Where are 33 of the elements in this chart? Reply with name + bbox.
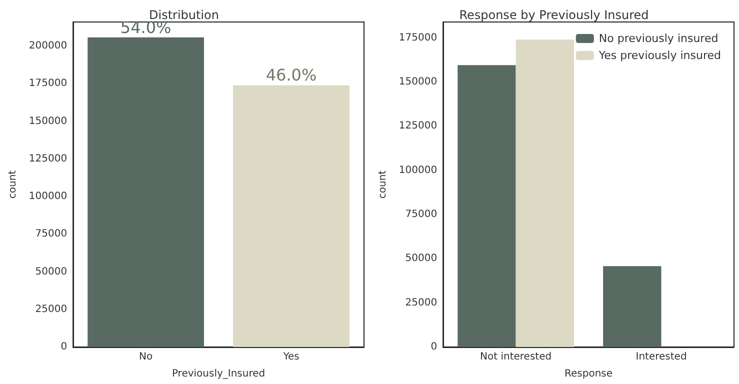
bar — [603, 266, 662, 347]
y-tick-label: 150000 — [28, 116, 68, 127]
y-tick-label: 175000 — [28, 78, 68, 90]
y-tick-label: 100000 — [398, 164, 438, 176]
y-tick-label: 50000 — [405, 253, 438, 264]
x-tick-label: Interested — [636, 352, 687, 362]
legend-label: Yes previously insured — [598, 49, 722, 62]
bar — [516, 40, 574, 347]
y-tick-label: 0 — [430, 342, 438, 352]
x-tick-label: Yes — [282, 352, 300, 362]
x-tick-label: No — [139, 352, 153, 362]
x-axis-title: Previously_Insured — [172, 368, 266, 380]
x-tick-label: Not interested — [480, 352, 552, 362]
chart-title: Response by Previously Insured — [459, 8, 649, 22]
annotation: 46.0% — [266, 66, 317, 85]
y-tick-label: 25000 — [405, 297, 438, 308]
y-tick-label: 200000 — [28, 40, 68, 52]
y-axis-title: count — [8, 170, 18, 199]
y-tick-label: 150000 — [398, 76, 438, 88]
y-tick-label: 75000 — [405, 209, 438, 220]
y-tick-label: 75000 — [35, 228, 68, 240]
y-tick-label: 175000 — [398, 32, 438, 44]
bar — [458, 65, 516, 347]
y-axis-title: count — [378, 170, 388, 199]
y-tick-label: 100000 — [28, 191, 68, 202]
y-tick-label: 25000 — [35, 304, 68, 315]
legend-label: No previously insured — [598, 32, 718, 45]
x-axis-title: Response — [564, 368, 613, 380]
y-tick-label: 50000 — [35, 266, 68, 278]
chart-title: Distribution — [148, 8, 220, 22]
y-tick-label: 0 — [60, 342, 68, 352]
y-tick-label: 125000 — [398, 120, 438, 132]
y-tick-label: 125000 — [28, 153, 68, 164]
